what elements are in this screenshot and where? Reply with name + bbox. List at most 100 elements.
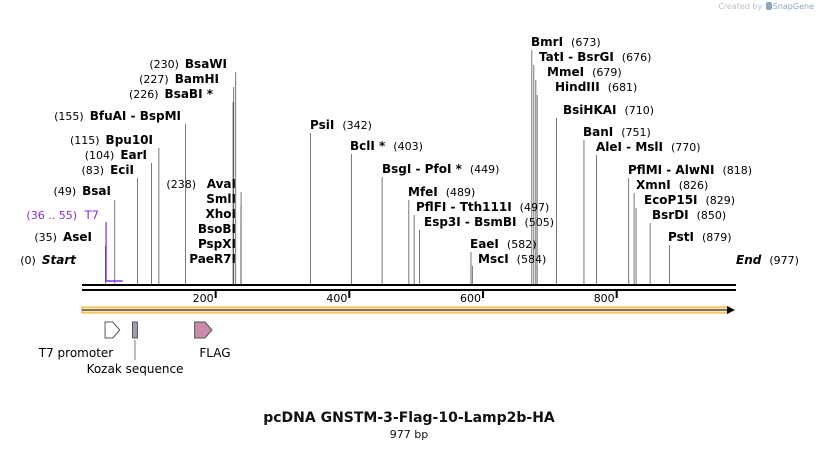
site-position: (238) [166, 178, 196, 191]
feature-shape [104, 321, 121, 339]
site-name: AvaI [207, 177, 236, 191]
site-alei-msli: AleI - MslI (770) [596, 140, 701, 154]
scale-tick-200 [214, 291, 217, 298]
site-eari: EarI (104) [85, 148, 147, 162]
sequence-backbone [82, 284, 736, 291]
site-position: (850) [697, 209, 727, 222]
site-position: (505) [524, 216, 554, 229]
site-bani: BanI (751) [583, 125, 651, 139]
site-asei: AseI (35) [34, 230, 92, 244]
scale-label-800: 800 [594, 292, 615, 305]
site-bsihkai: BsiHKAI (710) [563, 103, 654, 117]
site-bsabi: BsaBI * (226) [129, 87, 214, 101]
site-labels: Start (0) AseI (35) BsaI (49) EciI (83) EarI (104… [20, 35, 799, 267]
scale-tick-400 [348, 291, 351, 298]
site-position: (679) [592, 66, 622, 79]
feature-flag: FLAG [194, 321, 231, 360]
site-name: EaeI [470, 237, 499, 251]
restriction-map: Start (0) AseI (35) BsaI (49) EciI (83) EarI (104… [20, 35, 799, 376]
site-position: (342) [342, 119, 372, 132]
site-name: PstI [668, 230, 694, 244]
site-position: (49) [54, 185, 77, 198]
site-name: AseI [63, 230, 92, 244]
site-name: EarI [120, 148, 147, 162]
map-title: pcDNA GNSTM-3-Flag-10-Lamp2b-HA [263, 410, 555, 426]
site-position: (227) [139, 73, 169, 86]
site-bsgi-pfoi: BsgI - PfoI * (449) [382, 162, 499, 176]
site-bsrdi: BsrDI (850) [652, 208, 726, 222]
site-name: XhoI [205, 207, 236, 221]
site-bpu10i: Bpu10I (115) [70, 133, 153, 147]
feature-shape [194, 321, 213, 339]
site-bcli: BclI * (403) [350, 139, 423, 153]
site-position: (681) [608, 81, 638, 94]
snapgene-logo-icon [765, 2, 772, 10]
site-ecop15i: EcoP15I (829) [644, 193, 735, 207]
site-name: MmeI [547, 65, 584, 79]
site-name: Bpu10I [106, 133, 153, 147]
site-name: PsiI [310, 118, 334, 132]
site-name: TatI - BsrGI [539, 50, 614, 64]
site-name: BfuAI - BspMI [90, 109, 181, 123]
site-start: Start (0) [20, 253, 77, 267]
site-name: BsaBI * [165, 87, 214, 101]
scale-label-600: 600 [460, 292, 481, 305]
scale-tick-600 [482, 291, 485, 298]
primer-name: T7 [84, 208, 99, 222]
site-name: BsgI - PfoI * [382, 162, 463, 176]
site-name: MscI [478, 252, 509, 266]
site-end: End (977) [736, 253, 799, 267]
scale-tick-800 [615, 291, 618, 298]
site-psii: PsiI (342) [310, 118, 372, 132]
site-xmni: XmnI (826) [636, 178, 708, 192]
site-position: (115) [70, 134, 100, 147]
site-position: (977) [769, 254, 799, 267]
site-esp3i-bsmbi: Esp3I - BsmBI (505) [424, 215, 554, 229]
site-paer7i: PaeR7I [189, 252, 236, 266]
feature-t7-promoter: T7 promoter [38, 321, 121, 360]
site-position: (83) [82, 164, 105, 177]
site-name: XmnI [636, 178, 671, 192]
site-position: (104) [85, 149, 115, 162]
features: T7 promoter Kozak sequence FLAG [38, 321, 231, 376]
site-name: PspXI [198, 237, 236, 251]
site-name: BsiHKAI [563, 103, 617, 117]
snapgene-credit: Created by SnapGene [718, 2, 814, 11]
site-bfuai-bspmi: BfuAI - BspMI (155) [54, 109, 181, 123]
map-length: 977 bp [389, 428, 429, 441]
primer-t7: T7 (36 .. 55) [26, 208, 123, 282]
feature-shape [131, 321, 138, 339]
site-name: AleI - MslI [596, 140, 663, 154]
site-position: (673) [571, 36, 601, 49]
site-smli: SmlI [206, 192, 236, 206]
site-name: EcoP15I [644, 193, 698, 207]
site-ecii: EciI (83) [82, 163, 134, 177]
site-position: (676) [622, 51, 652, 64]
site-position: (489) [446, 186, 476, 199]
site-name: BamHI [175, 72, 219, 86]
site-psti: PstI (879) [668, 230, 732, 244]
site-name: SmlI [206, 192, 236, 206]
site-position: (155) [54, 110, 84, 123]
site-name: MfeI [408, 185, 438, 199]
site-name: PflFI - Tth111I [416, 200, 512, 214]
site-bamhi: BamHI (227) [139, 72, 219, 86]
site-avai: AvaI (238) [166, 177, 236, 191]
site-position: (226) [129, 88, 159, 101]
site-position: (584) [517, 253, 547, 266]
site-position: (879) [702, 231, 732, 244]
site-name: BsaI [82, 184, 111, 198]
site-name: PflMI - AlwNI [628, 163, 714, 177]
site-xhoi: XhoI [205, 207, 236, 221]
site-msci: MscI (584) [478, 252, 546, 266]
site-name: PaeR7I [189, 252, 236, 266]
scale-ticks: 200 400 600 800 [193, 291, 618, 305]
backbone-top-strand [82, 284, 736, 286]
site-hindiii: HindIII (681) [555, 80, 637, 94]
credit-brand: SnapGene [772, 2, 814, 11]
primer-range: (36 .. 55) [26, 209, 77, 222]
site-eaei: EaeI (582) [470, 237, 537, 251]
site-name: HindIII [555, 80, 600, 94]
site-name: Esp3I - BsmBI [424, 215, 516, 229]
backbone-bottom-strand [82, 289, 736, 291]
